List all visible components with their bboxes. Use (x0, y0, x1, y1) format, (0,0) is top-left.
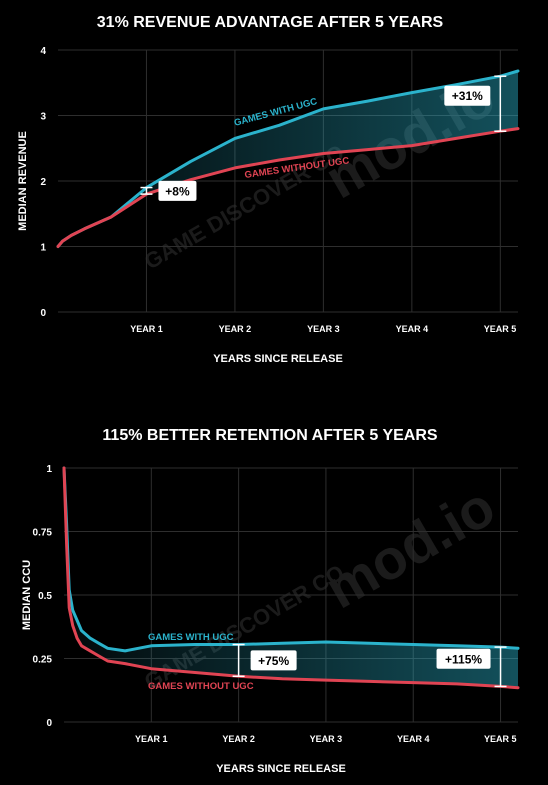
y-tick-label: 4 (40, 46, 46, 57)
y-tick-label: 1 (40, 243, 46, 254)
annotation-box (444, 85, 491, 106)
series-line-without-ugc (62, 466, 520, 690)
y-tick-label: 0.75 (33, 528, 53, 539)
series-label-without-ugc: GAMES WITHOUT UGC (148, 681, 254, 692)
x-tick-label: YEAR 5 (484, 324, 517, 334)
y-tick-label: 0 (40, 308, 46, 319)
x-tick-label: YEAR 1 (135, 734, 168, 744)
y-axis-label: MEDIAN CCU (21, 560, 33, 630)
chart-title: 115% BETTER RETENTION AFTER 5 YEARS (102, 427, 438, 444)
annotation-box (436, 648, 491, 669)
annotation-box (250, 650, 297, 671)
annotation-label: +75% (258, 654, 289, 668)
x-tick-label: YEAR 1 (130, 324, 163, 334)
x-tick-label: YEAR 2 (219, 324, 252, 334)
annotation-label: +31% (452, 89, 483, 103)
series-line-without-ugc (56, 127, 520, 248)
y-tick-label: 0.25 (33, 655, 53, 666)
annotation-label: +115% (445, 652, 482, 666)
y-tick-label: 1 (46, 464, 52, 475)
x-tick-label: YEAR 4 (397, 734, 430, 744)
revenue-chart: 31% REVENUE ADVANTAGE AFTER 5 YEARSGAME … (17, 14, 520, 365)
retention-chart: 115% BETTER RETENTION AFTER 5 YEARSGAME … (21, 427, 520, 775)
x-tick-label: YEAR 5 (484, 734, 517, 744)
x-axis-label: YEARS SINCE RELEASE (216, 763, 346, 775)
annotation-box (158, 180, 197, 201)
y-tick-label: 2 (40, 177, 46, 188)
x-tick-label: YEAR 3 (310, 734, 343, 744)
x-tick-label: YEAR 4 (396, 324, 429, 334)
y-tick-label: 0 (46, 718, 52, 729)
annotation-label: +8% (165, 184, 190, 198)
y-tick-label: 0.5 (38, 591, 52, 602)
x-axis-label: YEARS SINCE RELEASE (213, 353, 343, 365)
chart-title: 31% REVENUE ADVANTAGE AFTER 5 YEARS (97, 14, 444, 31)
y-axis-label: MEDIAN REVENUE (17, 131, 29, 231)
watermark-modio: mod.io (315, 474, 505, 620)
x-tick-label: YEAR 3 (307, 324, 340, 334)
series-line-with-ugc (62, 466, 520, 653)
x-tick-label: YEAR 2 (222, 734, 255, 744)
series-label-with-ugc: GAMES WITH UGC (148, 632, 234, 643)
y-tick-label: 3 (40, 112, 46, 123)
gap-area (58, 70, 518, 247)
